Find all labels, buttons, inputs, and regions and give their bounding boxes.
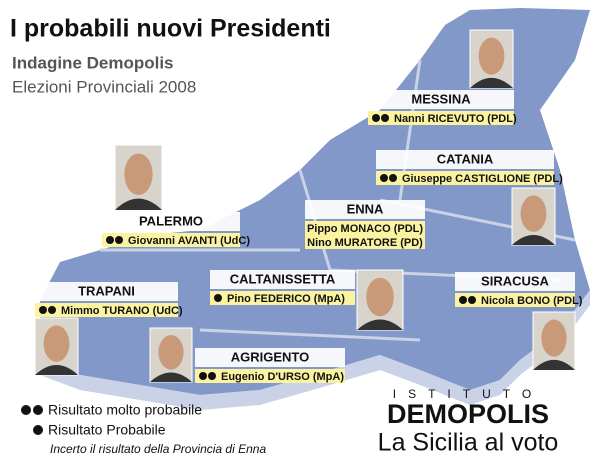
province-header: [455, 272, 575, 291]
province-header: [35, 282, 178, 301]
province-name: CALTANISSETTA: [230, 271, 336, 286]
photo-face: [158, 335, 184, 370]
probability-dot: [39, 306, 47, 314]
photo-body: [533, 359, 575, 370]
probability-dot: [381, 114, 389, 122]
probability-dot: [468, 296, 476, 304]
province-name: SIRACUSA: [481, 273, 550, 288]
legend-note: Incerto il risultato della Provincia di …: [50, 442, 266, 456]
photo-face: [124, 153, 153, 196]
province-label: CALTANISSETTA Pino FEDERICO (MpA): [210, 270, 355, 305]
candidate: Pippo MONACO (PDL): [307, 223, 423, 235]
legend: Risultato molto probabile Risultato Prob…: [21, 402, 266, 456]
candidate: Pino FEDERICO (MpA): [227, 293, 345, 305]
photos: [34, 29, 576, 383]
candidate-row: [368, 111, 514, 125]
legend-label: Risultato molto probabile: [48, 402, 202, 418]
province-name: PALERMO: [139, 213, 203, 228]
probability-dot: [214, 294, 222, 302]
probability-dot: [208, 372, 216, 380]
province-label: AGRIGENTO Eugenio D'URSO (MpA): [195, 348, 345, 383]
candidate: Nino MURATORE (PD): [307, 237, 423, 249]
photo-body: [115, 198, 162, 210]
province-header: [195, 348, 345, 367]
probability-dot: [380, 174, 388, 182]
photo-face: [43, 325, 70, 362]
candidate-row: [376, 171, 554, 185]
candidate: Giuseppe CASTIGLIONE (PDL): [402, 173, 563, 185]
subtitle: Indagine Demopolis: [12, 53, 174, 72]
candidate: Eugenio D'URSO (MpA): [221, 371, 344, 383]
candidate-row: [210, 291, 355, 305]
title: I probabili nuovi Presidenti: [10, 15, 331, 43]
probability-dot: [115, 236, 123, 244]
probability-dot: [389, 174, 397, 182]
province-header: [210, 270, 355, 289]
photo-body: [35, 365, 78, 375]
province-header: [305, 200, 425, 219]
photo-face: [366, 277, 394, 317]
candidate-row: [455, 293, 575, 307]
brand-institute: ISTITUTO: [393, 387, 543, 401]
photo-body: [150, 372, 192, 382]
province-label: ENNA Pippo MONACO (PDL) Nino MURATORE (PD): [305, 200, 425, 249]
probability-dot: [459, 296, 467, 304]
candidate-row: [305, 221, 425, 235]
candidate-row: [305, 235, 425, 249]
candidate-row: [195, 369, 345, 383]
province-label: CATANIA Giuseppe CASTIGLIONE (PDL): [376, 150, 563, 185]
photo-body: [470, 77, 513, 88]
province-name: ENNA: [347, 201, 384, 216]
brand-tagline: La Sicilia al voto: [378, 429, 559, 457]
candidate: Nanni RICEVUTO (PDL): [394, 113, 517, 125]
province-header: [376, 150, 554, 169]
province-label: PALERMO Giovanni AVANTI (UdC): [102, 212, 250, 247]
probability-dot: [106, 236, 114, 244]
candidate-row: [102, 233, 240, 247]
candidate-row: [35, 303, 178, 317]
probability-dot: [199, 372, 207, 380]
province-label: MESSINA Nanni RICEVUTO (PDL): [368, 90, 517, 125]
province-label: SIRACUSA Nicola BONO (PDL): [455, 272, 583, 307]
province-header: [102, 212, 240, 231]
candidate: Nicola BONO (PDL): [481, 295, 583, 307]
candidate: Giovanni AVANTI (UdC): [128, 235, 250, 247]
province-header: [368, 90, 514, 109]
province-name: AGRIGENTO: [231, 349, 310, 364]
photo-face: [520, 195, 547, 232]
subtitle: Elezioni Provinciali 2008: [12, 77, 196, 96]
province-label: TRAPANI Mimmo TURANO (UdC): [35, 282, 183, 317]
brand-name: DEMOPOLIS: [387, 399, 549, 429]
probability-dot: [372, 114, 380, 122]
province-name: TRAPANI: [78, 283, 135, 298]
photo-face: [541, 319, 567, 357]
candidate: Mimmo TURANO (UdC): [61, 305, 183, 317]
photo-face: [478, 37, 505, 75]
province-name: MESSINA: [411, 91, 471, 106]
legend-label: Risultato Probabile: [48, 422, 166, 438]
photo-body: [512, 235, 555, 245]
photo-body: [357, 319, 403, 330]
probability-dot: [48, 306, 56, 314]
province-name: CATANIA: [437, 151, 494, 166]
